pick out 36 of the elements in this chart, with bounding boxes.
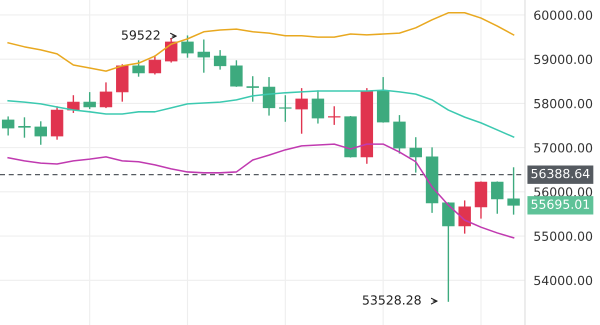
line-series xyxy=(7,143,514,239)
candlestick xyxy=(83,92,96,109)
candlestick xyxy=(491,181,504,214)
y-tick-label: 57000.00 xyxy=(534,143,592,153)
y-tick-label: 56000.00 xyxy=(534,187,592,197)
candlestick xyxy=(148,55,162,74)
annotation: 59522 xyxy=(122,30,160,40)
candlestick xyxy=(67,95,80,113)
candlestick xyxy=(181,35,194,58)
candlestick xyxy=(34,121,47,145)
candlestick xyxy=(458,200,471,234)
text: 55695.01 xyxy=(532,199,590,209)
candlestick xyxy=(214,50,226,70)
candlestick xyxy=(262,77,276,116)
candlestick xyxy=(164,38,178,63)
y-tick-label: 58000.00 xyxy=(534,98,592,108)
y-tick-label: 55000.00 xyxy=(534,232,592,241)
ref-line-label: 56388.64 xyxy=(532,168,590,178)
candlestick xyxy=(246,76,259,102)
candlestick xyxy=(328,106,340,125)
candlestick xyxy=(2,116,14,136)
y-tick-label: 54000.00 xyxy=(534,276,592,286)
annotation: 53528.28 xyxy=(362,295,421,305)
candlestick xyxy=(410,137,422,173)
candlestick xyxy=(100,82,112,108)
candlestick xyxy=(18,117,31,138)
candlestick xyxy=(198,39,210,73)
y-tick-label: 60000.00 xyxy=(534,10,592,20)
candlestick xyxy=(295,88,308,134)
candlestick xyxy=(230,60,243,87)
candlestick xyxy=(132,60,145,77)
y-tick-label: 59000.00 xyxy=(534,54,592,64)
candlestick xyxy=(312,90,324,124)
candlestick xyxy=(507,167,520,215)
candlestick xyxy=(442,202,455,302)
line-series xyxy=(7,12,514,72)
